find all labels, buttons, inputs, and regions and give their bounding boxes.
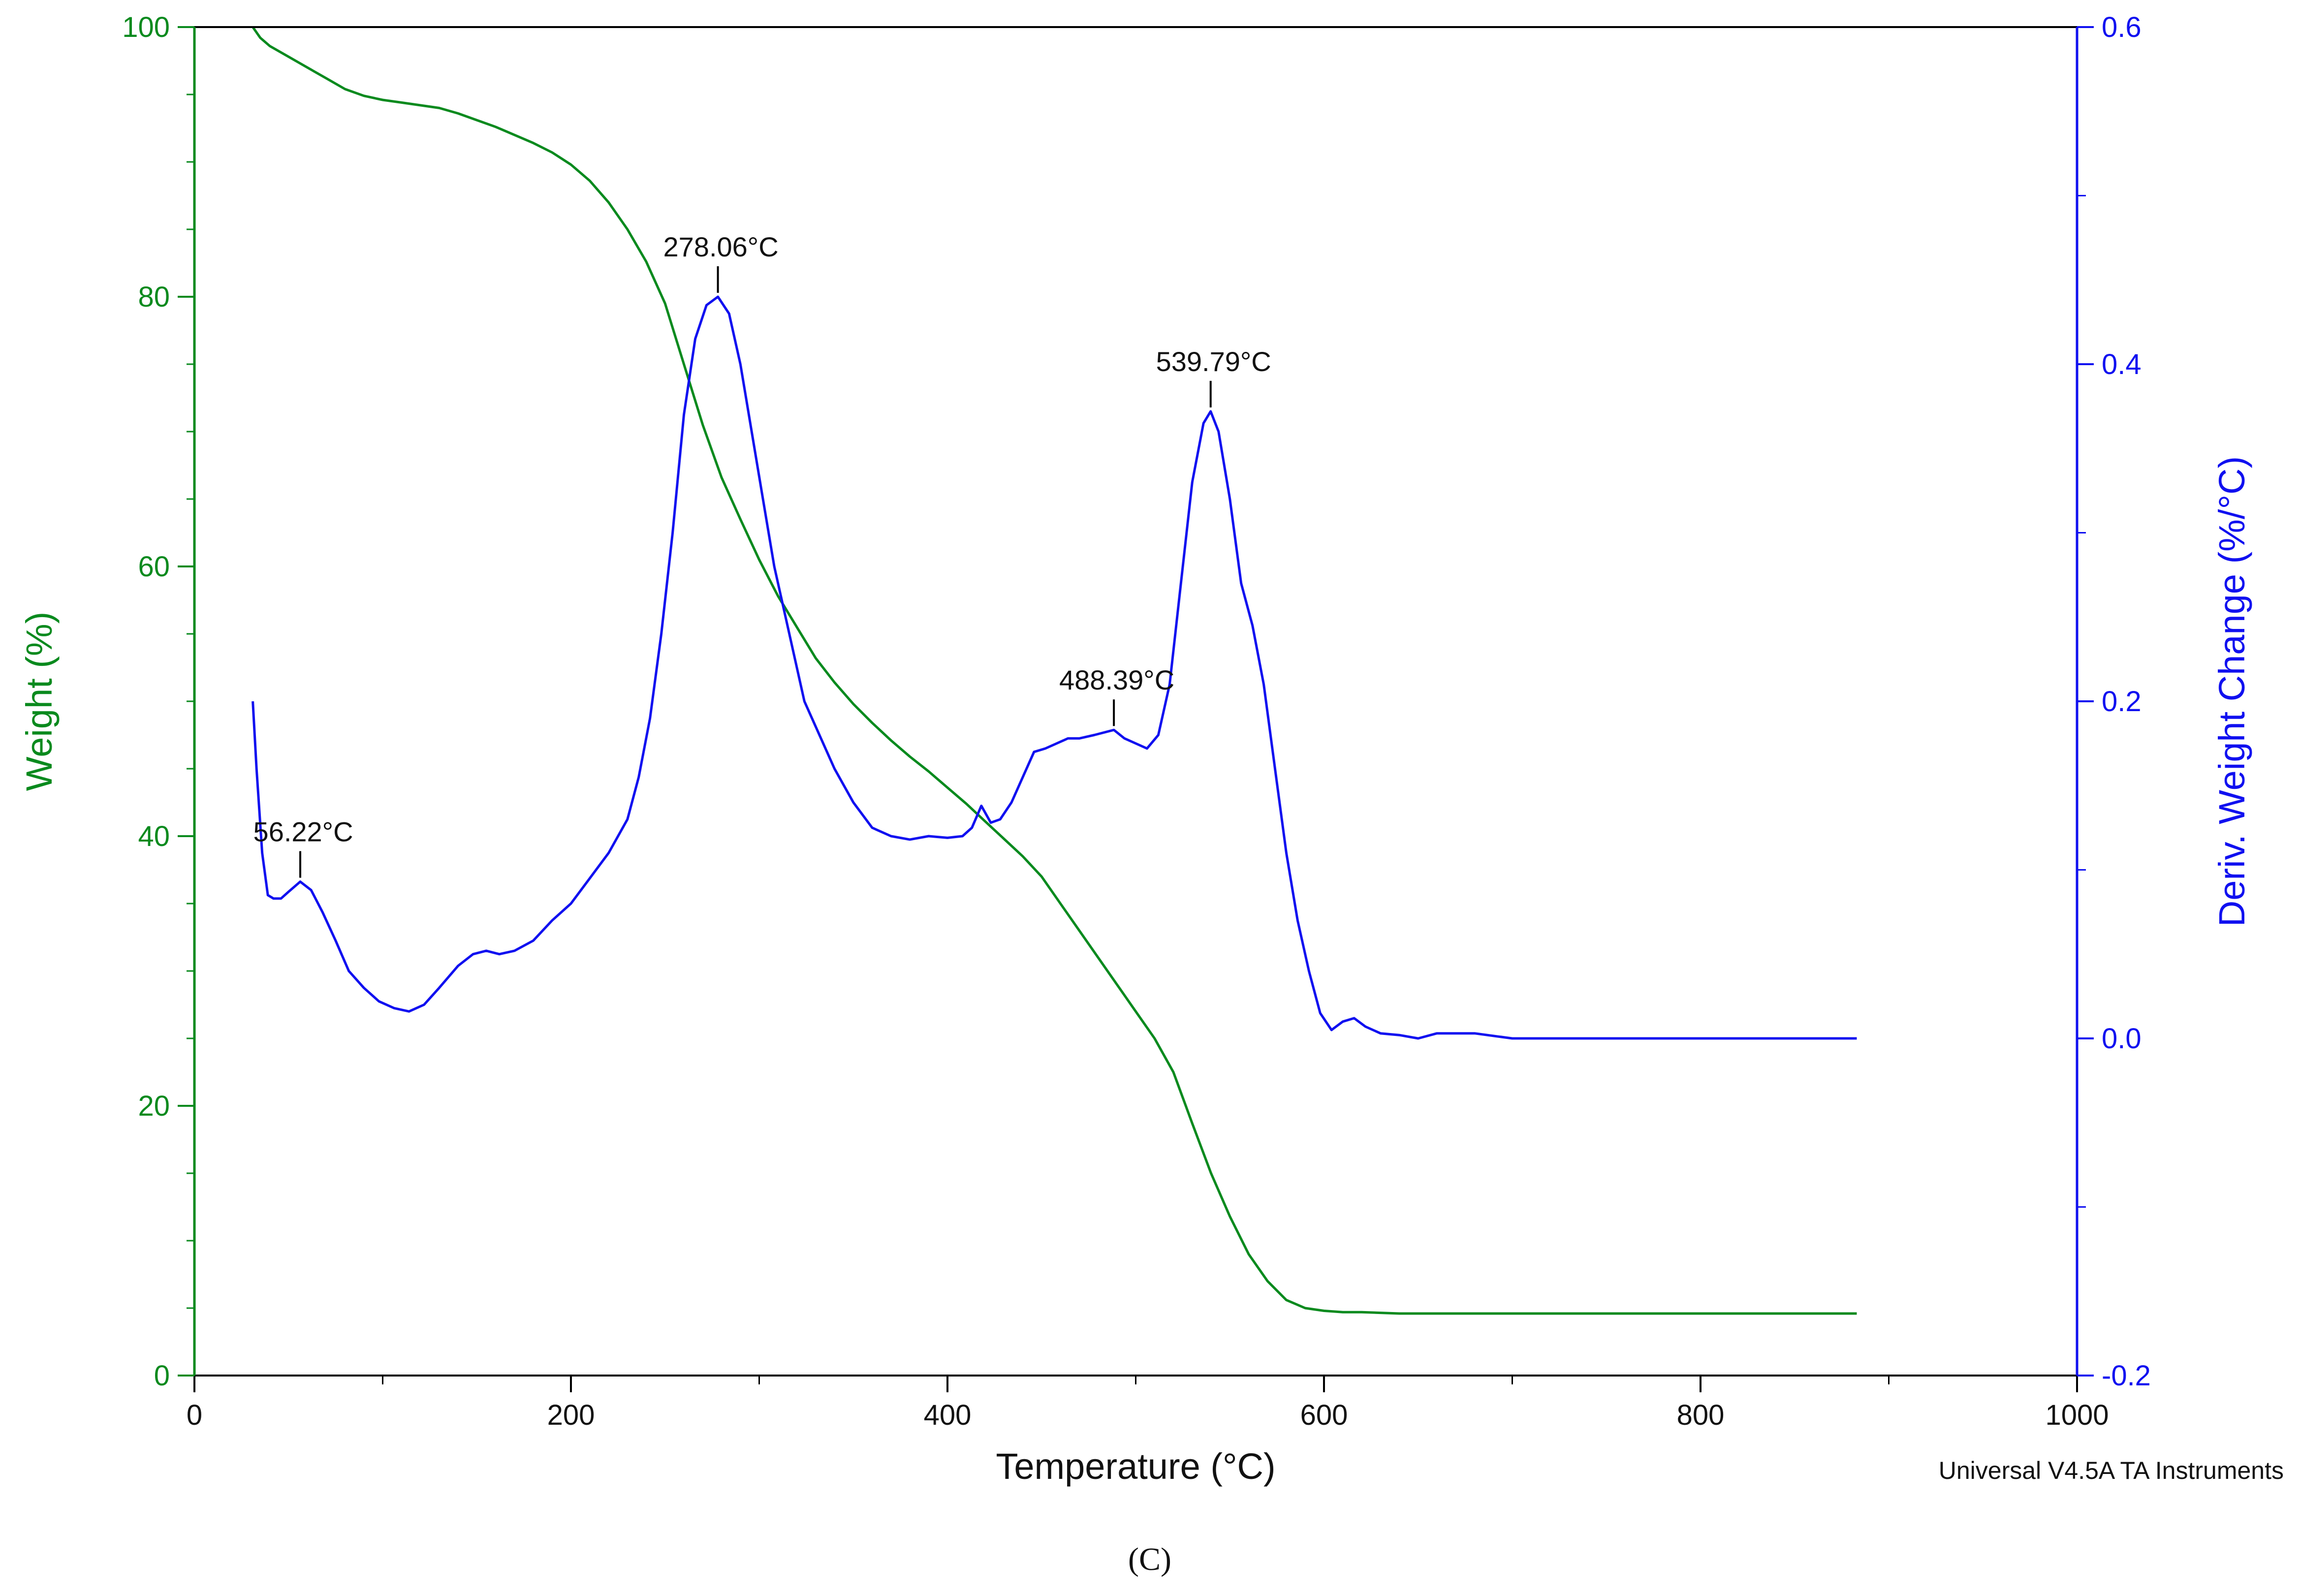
left-y-axis-title: Weight (%)	[19, 612, 60, 791]
x-tick-label: 600	[1300, 1399, 1348, 1431]
y-right-tick-label: 0.4	[2102, 348, 2142, 380]
peak-annotation-label: 539.79°C	[1156, 346, 1271, 377]
y-left-tick-label: 40	[138, 820, 170, 852]
y-right-tick-label: -0.2	[2102, 1360, 2151, 1392]
x-tick-label: 400	[924, 1399, 972, 1431]
x-tick-label: 800	[1677, 1399, 1725, 1431]
annotations-layer: 56.22°C 278.06°C 488.39°C 539.79°C	[253, 231, 1271, 878]
x-axis-title: Temperature (°C)	[996, 1446, 1275, 1487]
y-left-tick-label: 20	[138, 1090, 170, 1122]
weight-series-line	[252, 26, 1857, 1315]
figure-caption: (C)	[1128, 1541, 1171, 1577]
y-right-tick-label: 0.2	[2102, 686, 2142, 718]
deriv-series-line	[252, 295, 1857, 1040]
peak-annotation-label: 56.22°C	[253, 816, 353, 847]
labels-layer: Temperature (°C) Weight (%) Deriv. Weight …	[19, 456, 2284, 1577]
series-layer	[252, 26, 1857, 1315]
y-left-tick-label: 80	[138, 281, 170, 313]
y-left-tick-label: 60	[138, 551, 170, 583]
y-right-tick-label: 0.6	[2102, 11, 2142, 43]
axes-layer: 0 200 400 600 800 1000 0 20 40 60 80 100 -0.2 0.0 0.2 0…	[122, 11, 2151, 1431]
x-tick-label: 200	[547, 1399, 595, 1431]
peak-annotation-label: 278.06°C	[663, 231, 779, 262]
y-left-tick-label: 0	[154, 1360, 170, 1392]
y-right-tick-label: 0.0	[2102, 1023, 2142, 1055]
right-y-axis-title: Deriv. Weight Change (%/°C)	[2211, 456, 2252, 927]
x-tick-label: 1000	[2045, 1399, 2109, 1431]
x-tick-label: 0	[187, 1399, 202, 1431]
instrument-footer-note: Universal V4.5A TA Instruments	[1939, 1457, 2284, 1484]
peak-annotation-label: 488.39°C	[1059, 664, 1174, 695]
y-left-tick-label: 100	[122, 11, 170, 43]
